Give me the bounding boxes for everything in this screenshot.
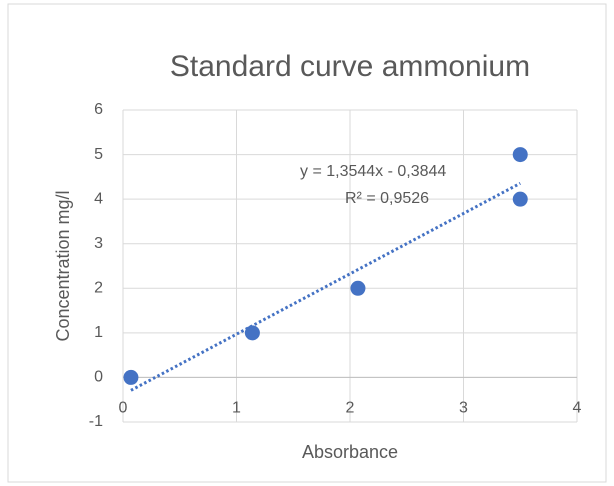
data-point xyxy=(350,280,366,296)
x-tick-label: 2 xyxy=(346,400,355,417)
y-tick-label: 1 xyxy=(94,324,103,341)
y-tick-label: 4 xyxy=(94,190,103,207)
y-tick-label: 5 xyxy=(94,146,103,163)
x-tick-label: 3 xyxy=(459,400,468,417)
data-point xyxy=(244,325,260,341)
y-axis-title: Concentration mg/l xyxy=(53,190,73,341)
data-point xyxy=(512,191,528,207)
y-tick-label: 3 xyxy=(94,235,103,252)
trendline-equation: y = 1,3544x - 0,3844 xyxy=(300,163,446,180)
trendline-r2: R² = 0,9526 xyxy=(345,190,429,207)
y-tick-label: 0 xyxy=(94,369,103,386)
trendline xyxy=(130,181,521,392)
y-tick-label: 6 xyxy=(94,101,103,118)
data-point xyxy=(123,369,139,385)
chart-frame xyxy=(7,3,607,483)
x-tick-label: 0 xyxy=(119,400,128,417)
x-tick-label: 1 xyxy=(232,400,241,417)
x-axis-title: Absorbance xyxy=(302,442,398,462)
data-point xyxy=(512,147,528,163)
chart-title: Standard curve ammonium xyxy=(170,50,530,83)
y-tick-label: 2 xyxy=(94,280,103,297)
y-tick-label: -1 xyxy=(89,413,103,430)
x-tick-label: 4 xyxy=(573,400,582,417)
